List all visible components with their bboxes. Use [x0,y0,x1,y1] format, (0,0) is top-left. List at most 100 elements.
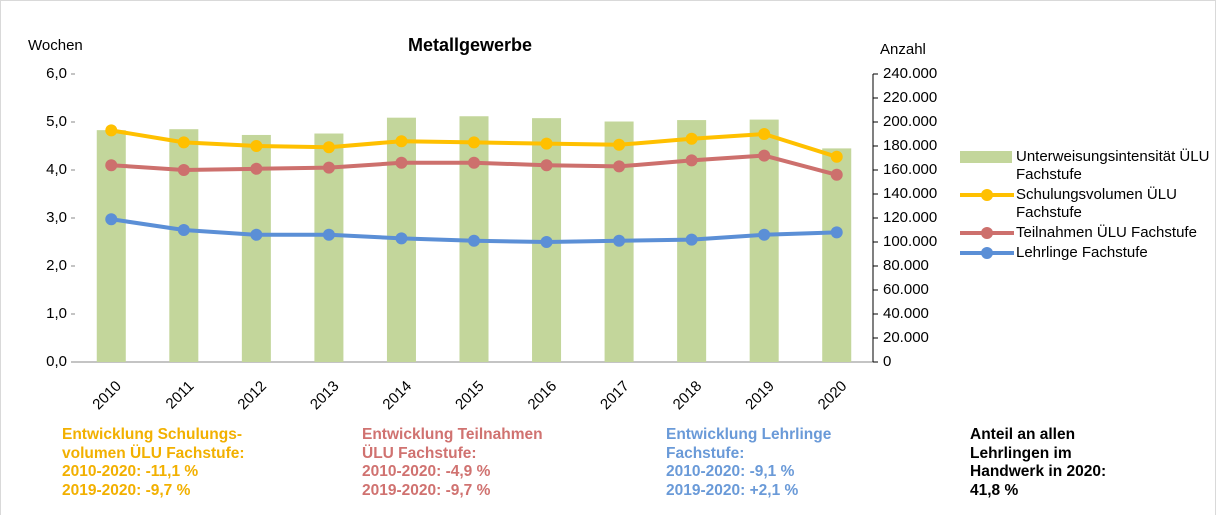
point [685,154,698,167]
point [540,236,553,248]
legend-label: Lehrlinge Fachstufe [1016,244,1148,261]
legend-label: Unterweisungsintensität ÜLU Fachstufe [1016,148,1210,183]
point [250,162,263,175]
point [685,233,698,246]
legend-item: Teilnahmen ÜLU Fachstufe [958,224,1214,242]
y2-tick-label: 80.000 [883,257,929,274]
annotation-line: 2019-2020: -9,7 % [362,481,491,499]
point [177,136,190,149]
y2-tick-label: 200.000 [883,113,937,130]
x-tick-label: 2015 [452,378,488,414]
x-tick-label: 2011 [163,378,198,413]
point [540,137,553,150]
legend-swatch [960,247,1014,259]
y2-tick-label: 60.000 [883,281,929,298]
legend-item: Lehrlinge Fachstufe [958,244,1214,262]
legend-swatch [960,189,1014,201]
point [613,234,626,247]
y-tick-label: 5,0 [46,113,67,130]
x-tick-label: 2013 [307,378,343,414]
annotation-line: Entwicklung Schulungs- [62,426,242,443]
point [830,168,843,181]
y-tick-label: 2,0 [46,257,67,274]
bar [822,148,852,362]
x-tick-label: 2018 [670,378,706,414]
point [613,160,626,173]
x-tick-label: 2020 [815,378,851,414]
point [395,135,408,148]
annotation-line: Handwerk in 2020: [970,463,1107,480]
y2-tick-label: 0 [883,353,891,370]
annotation-line: 2019-2020: -9,7 % [62,481,191,499]
point [322,161,335,174]
y2-tick-label: 180.000 [883,137,937,154]
point [758,149,771,162]
annotation-line: Fachstufe: [666,444,745,462]
point [540,159,553,172]
y2-tick-label: 40.000 [883,305,929,322]
annotation-line: 2010-2020: -4,9 % [362,463,491,480]
annotation: Entwicklung Schulungs-volumen ÜLU Fachst… [62,426,245,500]
x-tick-label: 2014 [379,378,415,414]
annotation-line: Entwicklung Lehrlinge [666,426,832,443]
legend: Unterweisungsintensität ÜLU Fachstufe Sch… [958,148,1214,264]
x-tick-label: 2012 [234,378,270,414]
y2-tick-label: 240.000 [883,65,937,82]
y-tick-label: 1,0 [46,305,67,322]
legend-swatch [960,227,1014,239]
y2-tick-label: 120.000 [883,209,937,226]
point [322,141,335,154]
y2-tick-label: 160.000 [883,161,937,178]
point [105,159,118,172]
point [322,228,335,241]
point [613,138,626,151]
point [758,128,771,140]
point [105,124,118,137]
annotation-line: 2010-2020: -11,1 % [62,463,199,480]
legend-label: Schulungsvolumen ÜLU Fachstufe [1016,186,1177,221]
point [395,232,408,245]
annotation: Anteil an allen Lehrlingen im Handwerk in … [970,426,1106,500]
point [830,226,843,239]
annotation: Entwicklung Teilnahmen ÜLU Fachstufe: 2010… [362,426,543,500]
annotation-line: volumen ÜLU Fachstufe: [62,444,245,462]
point [395,156,408,169]
legend-item: Unterweisungsintensität ÜLU Fachstufe [958,148,1214,184]
annotation: Entwicklung Lehrlinge Fachstufe: 2010-2020… [666,426,831,500]
x-tick-label: 2016 [525,378,561,414]
point [830,150,843,163]
legend-swatch-point [981,227,993,239]
y-tick-label: 3,0 [46,209,67,226]
point [177,164,190,176]
y2-tick-label: 220.000 [883,89,937,106]
annotation-line: Anteil an allen [970,426,1076,443]
y-tick-label: 0,0 [46,353,67,370]
x-tick-label: 2010 [89,378,125,414]
legend-swatch-point [981,247,993,259]
x-tick-label: 2019 [742,378,778,414]
annotation-line: 2019-2020: +2,1 % [666,481,799,499]
point [105,213,118,226]
y-axis-label: Wochen [28,37,83,54]
point [758,228,771,241]
point [468,136,480,149]
annotation-line: 41,8 % [970,481,1019,499]
y2-axis-label: Anzahl [880,41,926,58]
annotation-line: ÜLU Fachstufe: [362,444,477,462]
legend-item: Schulungsvolumen ÜLU Fachstufe [958,186,1214,222]
point [250,228,263,241]
annotation-line: Lehrlingen im [970,444,1072,462]
legend-label: Teilnahmen ÜLU Fachstufe [1016,224,1197,241]
legend-swatch-point [981,189,993,201]
legend-swatch [960,151,1012,163]
annotation-line: 2010-2020: -9,1 % [666,463,795,480]
x-tick-label: 2017 [597,378,633,414]
annotation-line: Entwicklung Teilnahmen [362,426,543,443]
y2-tick-label: 20.000 [883,329,929,346]
point [177,224,190,236]
y-tick-label: 4,0 [46,161,67,178]
point [468,234,480,247]
y2-tick-label: 140.000 [883,185,937,202]
